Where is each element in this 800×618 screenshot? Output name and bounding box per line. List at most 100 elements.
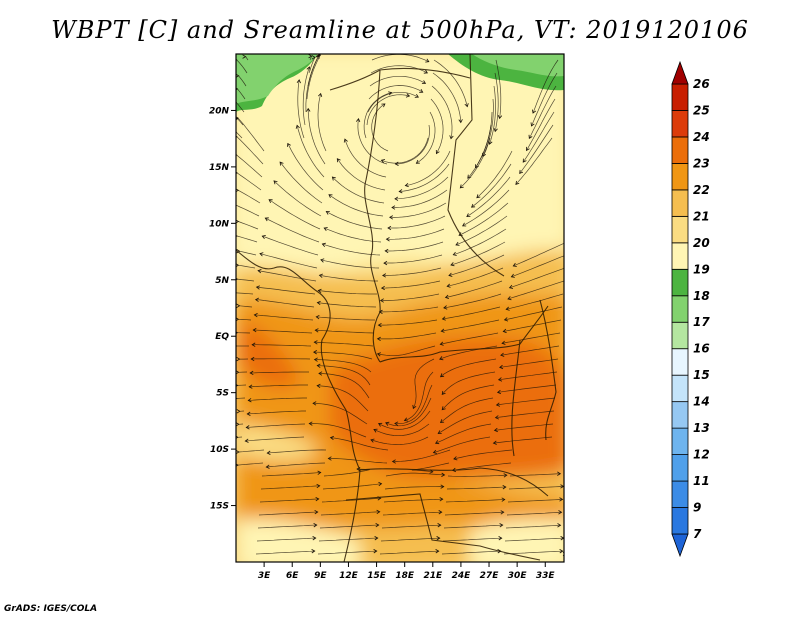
streamline (250, 371, 309, 374)
streamline (460, 137, 491, 189)
streamline-arrow (437, 430, 442, 434)
streamline (381, 280, 441, 289)
streamline (453, 449, 513, 460)
streamline-arrow (306, 66, 311, 71)
x-tick-label: 33E (536, 571, 556, 581)
streamline (528, 85, 557, 139)
streamline-arrow (570, 461, 573, 465)
streamline (522, 111, 555, 163)
streamline-arrow (391, 205, 396, 210)
streamline (439, 345, 498, 360)
streamline (236, 131, 243, 139)
streamline-arrow (557, 523, 562, 528)
streamline (314, 341, 374, 347)
streamline (515, 137, 553, 185)
streamline (273, 180, 322, 217)
grads-credit: GrADS: IGES/COLA (4, 604, 98, 614)
streamline-arrow (530, 122, 535, 127)
streamline (394, 384, 433, 425)
streamline-arrow (569, 175, 572, 179)
x-tick-label: 6E (286, 571, 299, 581)
streamline-arrow (328, 194, 333, 199)
streamline (236, 172, 262, 191)
streamline-arrow (384, 248, 389, 254)
y-tick-label: 10N (209, 219, 230, 229)
streamline-arrow (419, 89, 424, 93)
streamline-arrow (236, 449, 240, 455)
y-tick-label: 15S (210, 502, 229, 512)
streamline (432, 72, 462, 123)
streamline-arrow (376, 336, 381, 342)
streamline (258, 270, 317, 282)
streamline-arrow (435, 149, 440, 155)
colorbar-label: 11 (693, 474, 710, 488)
axes: 3E 6E 9E 12E 15E 18E 21E 24E 27E 30E 33E 20N 15N 10N 5… (209, 106, 556, 581)
streamline-arrow (497, 115, 503, 120)
streamline-arrow (374, 536, 379, 541)
x-tick-label: 24E (452, 571, 472, 581)
streamline (254, 314, 314, 321)
streamline (509, 267, 564, 289)
x-tick-label: 18E (395, 571, 415, 581)
streamline-arrow (494, 415, 499, 420)
streamline (381, 137, 429, 164)
streamline-arrow (502, 485, 507, 490)
x-tick-label: 30E (508, 571, 528, 581)
streamline (476, 150, 513, 198)
y-tick-label: 15N (209, 163, 230, 173)
streamline-arrow (389, 215, 394, 220)
streamline-arrow (499, 523, 504, 528)
streamline (503, 550, 563, 555)
streamline-arrow (236, 87, 239, 91)
streamline-arrow (470, 203, 476, 208)
streamline-arrow (557, 471, 562, 476)
colorbar-cell (671, 295, 689, 323)
streamline-arrow (379, 298, 384, 303)
streamline (247, 410, 306, 415)
streamline (320, 511, 380, 516)
streamline (366, 94, 410, 126)
colorbar-label: 22 (693, 183, 710, 197)
streamline (238, 264, 256, 269)
streamline-arrow (558, 510, 563, 515)
streamline-arrow (343, 138, 348, 143)
streamline-arrow (495, 402, 501, 407)
streamline (532, 59, 559, 114)
colorbar: 7 9 11 12 13 14 15 16 17 18 19 20 21 22 23 24 25 26 (671, 60, 710, 558)
streamline (238, 75, 247, 87)
streamline (496, 397, 556, 406)
streamline (495, 410, 555, 419)
streamline (238, 318, 252, 321)
streamline-arrow (394, 421, 399, 426)
streamline-arrow (327, 456, 332, 461)
streamline (386, 228, 445, 240)
streamline-arrow (318, 273, 323, 278)
x-tick-label: 9E (314, 571, 327, 581)
streamline-arrow (570, 162, 573, 166)
streamline-arrow (405, 93, 411, 98)
streamline-arrow (459, 184, 464, 189)
streamline-arrow (512, 262, 517, 267)
streamline-arrow (308, 421, 313, 426)
streamline-arrow (571, 448, 574, 452)
streamline (446, 486, 506, 490)
streamline (440, 358, 497, 377)
colorbar-cell (671, 268, 689, 297)
streamline-arrow (259, 252, 264, 257)
streamline (255, 550, 315, 555)
streamline (259, 498, 319, 503)
streamline-arrow (515, 180, 520, 185)
streamline-arrow (464, 103, 469, 108)
streamline-arrow (455, 241, 460, 246)
map-frame (235, 53, 565, 563)
streamline (296, 125, 325, 178)
colorbar-label: 12 (693, 448, 710, 462)
streamline-arrow (318, 92, 323, 98)
streamline-arrow (440, 328, 445, 333)
streamline (324, 227, 382, 243)
streamline (320, 259, 380, 269)
streamline (236, 59, 248, 74)
streamline-arrow (501, 340, 506, 345)
streamline (236, 136, 264, 165)
streamline-arrow (505, 306, 510, 311)
